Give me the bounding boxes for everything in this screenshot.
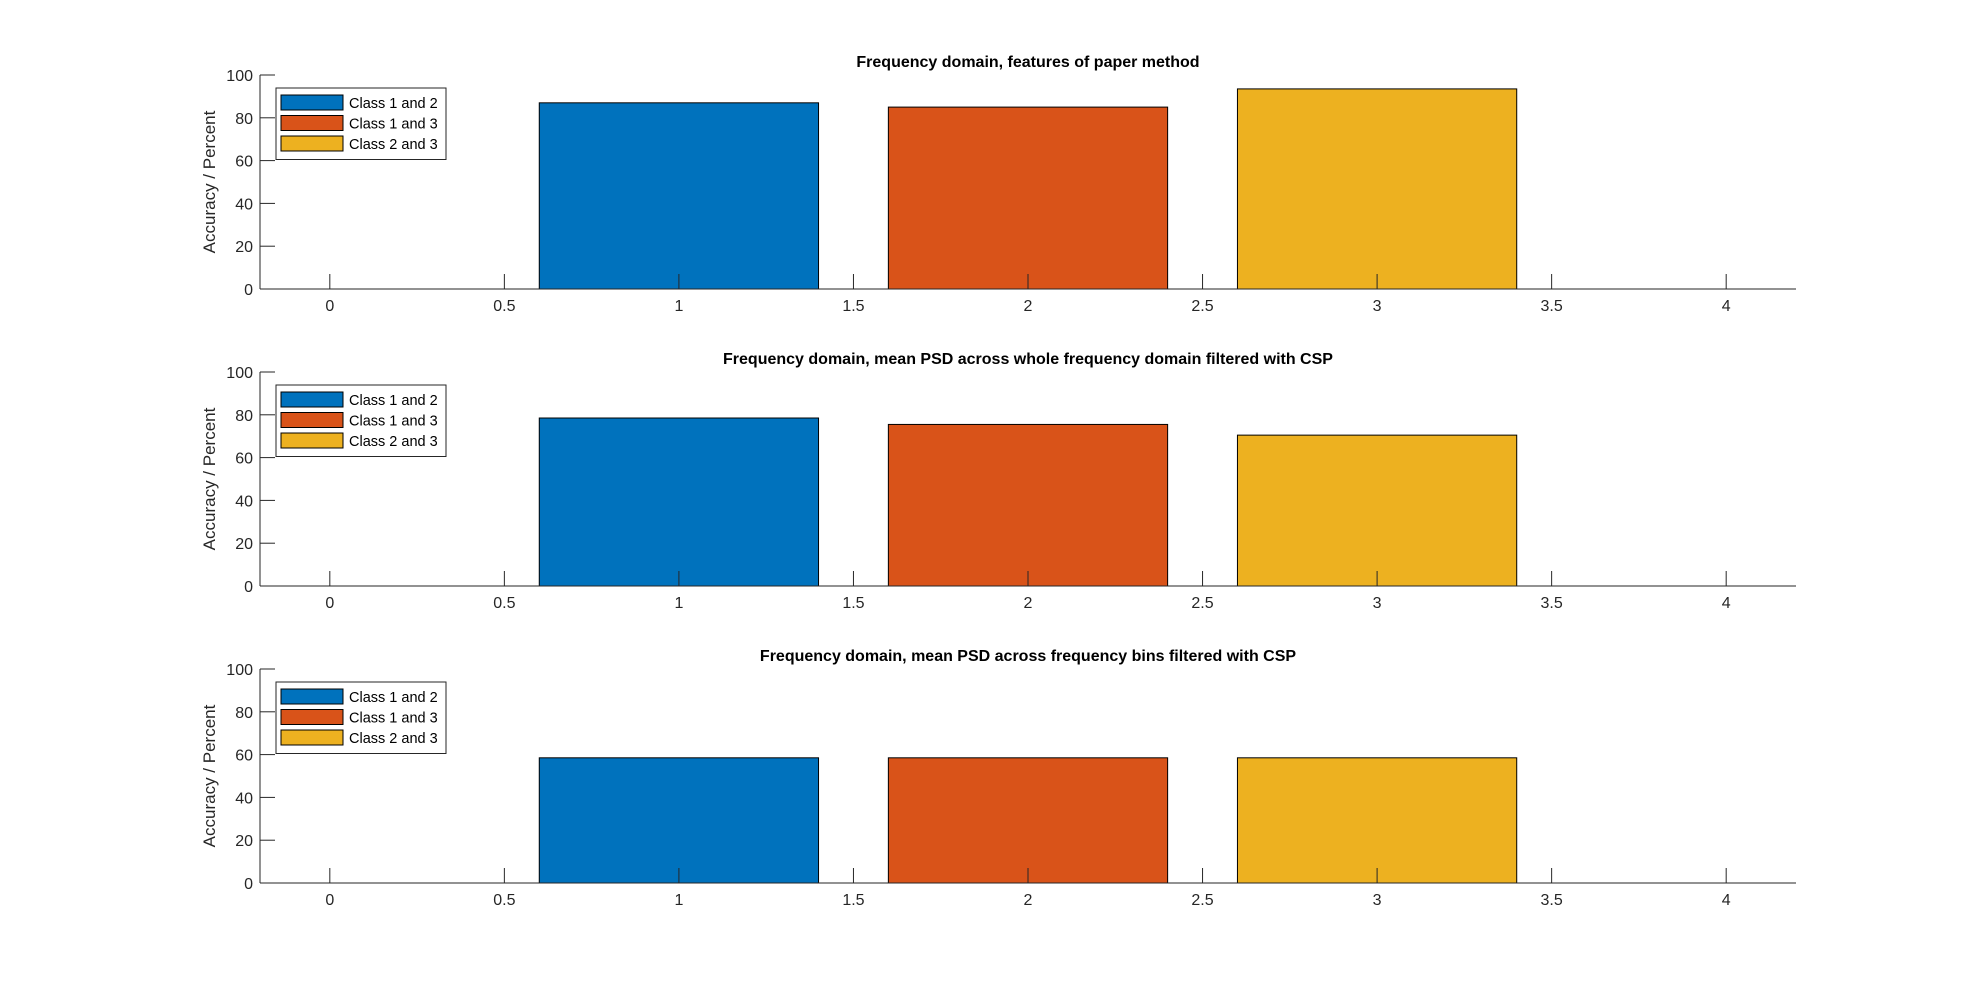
x-tick-label: 4 [1722, 892, 1731, 909]
x-tick-label: 1.5 [842, 892, 864, 909]
x-tick-label: 4 [1722, 298, 1731, 315]
x-tick-label: 2 [1024, 892, 1033, 909]
legend-swatch [280, 135, 344, 152]
y-tick-label: 100 [226, 68, 253, 85]
x-tick-label: 2.5 [1191, 298, 1213, 315]
bar-1 [538, 417, 820, 587]
bar-2 [887, 423, 1169, 587]
y-tick-label: 80 [235, 111, 253, 128]
legend-label: Class 1 and 2 [349, 96, 438, 112]
x-tick-label: 3 [1373, 892, 1382, 909]
y-tick-label: 40 [235, 790, 253, 807]
y-tick-label: 60 [235, 748, 253, 765]
x-tick-label: 1.5 [842, 298, 864, 315]
legend-label: Class 1 and 3 [349, 117, 438, 133]
legend-label: Class 1 and 3 [349, 711, 438, 727]
legend-label: Class 1 and 2 [349, 393, 438, 409]
x-tick-label: 3.5 [1541, 595, 1563, 612]
x-tick-label: 0 [325, 298, 334, 315]
y-tick-label: 40 [235, 196, 253, 213]
x-tick-label: 2.5 [1191, 595, 1213, 612]
y-tick-label: 0 [244, 579, 253, 596]
legend: Class 1 and 2 Class 1 and 3 Class 2 and 3 [275, 384, 447, 457]
legend: Class 1 and 2 Class 1 and 3 Class 2 and 3 [275, 87, 447, 160]
x-tick-label: 2 [1024, 298, 1033, 315]
y-axis-label: Accuracy / Percent [200, 110, 219, 253]
bar-3 [1236, 434, 1518, 587]
y-tick-label: 0 [244, 282, 253, 299]
chart-title: Frequency domain, mean PSD across whole … [723, 351, 1333, 368]
x-tick-label: 1 [674, 595, 683, 612]
x-tick-label: 0 [325, 595, 334, 612]
x-tick-label: 2 [1024, 595, 1033, 612]
y-tick-label: 80 [235, 408, 253, 425]
y-tick-label: 20 [235, 239, 253, 256]
x-tick-label: 3 [1373, 298, 1382, 315]
y-tick-label: 60 [235, 154, 253, 171]
legend-swatch [280, 94, 344, 111]
legend-label: Class 1 and 3 [349, 414, 438, 430]
bar-2 [887, 106, 1169, 290]
legend-swatch [280, 729, 344, 746]
legend-swatch [280, 432, 344, 449]
y-axis-label: Accuracy / Percent [200, 704, 219, 847]
legend-label: Class 2 and 3 [349, 434, 438, 450]
chart-title: Frequency domain, mean PSD across freque… [760, 648, 1296, 665]
y-tick-label: 40 [235, 493, 253, 510]
x-tick-label: 0.5 [493, 892, 515, 909]
bar-1 [538, 757, 820, 884]
x-tick-label: 0 [325, 892, 334, 909]
y-axis-label: Accuracy / Percent [200, 407, 219, 550]
bar-2 [887, 757, 1169, 884]
y-tick-label: 80 [235, 705, 253, 722]
legend: Class 1 and 2 Class 1 and 3 Class 2 and 3 [275, 681, 447, 754]
x-tick-label: 3.5 [1541, 298, 1563, 315]
y-tick-label: 20 [235, 833, 253, 850]
legend-swatch [280, 709, 344, 725]
x-tick-label: 1.5 [842, 595, 864, 612]
x-tick-label: 4 [1722, 595, 1731, 612]
x-tick-label: 1 [674, 892, 683, 909]
y-tick-label: 0 [244, 876, 253, 893]
y-tick-label: 20 [235, 536, 253, 553]
bar-3 [1236, 757, 1518, 884]
legend-swatch [280, 115, 344, 131]
x-tick-label: 3 [1373, 595, 1382, 612]
legend-label: Class 1 and 2 [349, 690, 438, 706]
chart-title: Frequency domain, features of paper meth… [856, 54, 1199, 71]
y-tick-label: 60 [235, 451, 253, 468]
bar-1 [538, 102, 820, 290]
y-tick-label: 100 [226, 662, 253, 679]
legend-label: Class 2 and 3 [349, 137, 438, 153]
x-tick-label: 1 [674, 298, 683, 315]
legend-swatch [280, 412, 344, 428]
x-tick-label: 0.5 [493, 298, 515, 315]
legend-label: Class 2 and 3 [349, 731, 438, 747]
x-tick-label: 2.5 [1191, 892, 1213, 909]
bar-3 [1236, 88, 1518, 290]
legend-swatch [280, 688, 344, 705]
x-tick-label: 0.5 [493, 595, 515, 612]
x-tick-label: 3.5 [1541, 892, 1563, 909]
legend-swatch [280, 391, 344, 408]
y-tick-label: 100 [226, 365, 253, 382]
